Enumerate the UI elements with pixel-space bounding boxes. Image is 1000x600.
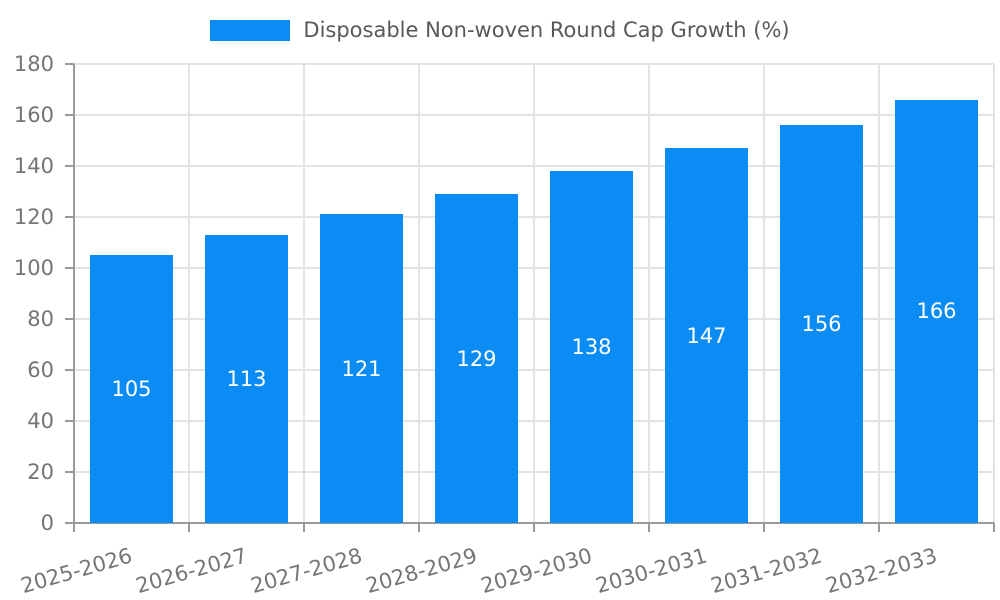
gridline-v (303, 64, 305, 523)
y-tick-label: 120 (13, 205, 54, 229)
y-tick-label: 100 (13, 256, 54, 280)
y-tick-label: 0 (40, 511, 54, 535)
x-tick (418, 523, 420, 532)
gridline-v (648, 64, 650, 523)
gridline-v (763, 64, 765, 523)
y-tick (65, 318, 74, 320)
bar-value-label: 121 (341, 356, 382, 381)
x-tick-label: 2025-2026 (18, 543, 135, 599)
bar (90, 255, 173, 523)
y-tick (65, 369, 74, 371)
gridline-v (533, 64, 535, 523)
y-tick-label: 180 (13, 52, 54, 76)
y-tick (65, 165, 74, 167)
bar (780, 125, 863, 523)
gridline-v (188, 64, 190, 523)
x-tick (878, 523, 880, 532)
x-tick-label: 2028-2029 (363, 543, 480, 599)
bar (550, 171, 633, 523)
y-tick (65, 522, 74, 524)
bar (435, 194, 518, 523)
bar (665, 148, 748, 523)
x-tick-label: 2032-2033 (823, 543, 940, 599)
bar (895, 99, 978, 523)
legend-label[interactable]: Disposable Non-woven Round Cap Growth (%… (303, 18, 790, 42)
bar-value-label: 156 (801, 312, 842, 337)
y-tick (65, 420, 74, 422)
x-tick (993, 523, 995, 532)
y-tick-label: 80 (27, 307, 54, 331)
y-tick-label: 60 (27, 358, 54, 382)
legend[interactable]: Disposable Non-woven Round Cap Growth (%… (0, 16, 1000, 44)
bar-value-label: 113 (226, 366, 267, 391)
y-tick (65, 267, 74, 269)
x-tick (763, 523, 765, 532)
x-axis-line (74, 522, 994, 524)
bar-value-label: 147 (686, 323, 727, 348)
y-axis-line (73, 64, 75, 532)
x-tick-label: 2027-2028 (248, 543, 365, 599)
y-tick (65, 114, 74, 116)
bar-value-label: 166 (916, 299, 957, 324)
y-tick-label: 40 (27, 409, 54, 433)
x-tick-label: 2030-2031 (593, 543, 710, 599)
bar (205, 234, 288, 523)
x-tick (533, 523, 535, 532)
x-tick (303, 523, 305, 532)
x-tick-label: 2031-2032 (708, 543, 825, 599)
bar-value-label: 138 (571, 335, 612, 360)
x-tick-label: 2026-2027 (133, 543, 250, 599)
gridline-v (878, 64, 880, 523)
gridline-v (993, 64, 995, 523)
y-tick (65, 471, 74, 473)
bar-value-label: 129 (456, 346, 497, 371)
bar-value-label: 105 (111, 377, 152, 402)
y-tick (65, 216, 74, 218)
x-tick (648, 523, 650, 532)
y-tick-label: 20 (27, 460, 54, 484)
x-tick-label: 2029-2030 (478, 543, 595, 599)
legend-swatch[interactable] (210, 19, 291, 41)
y-tick-label: 140 (13, 154, 54, 178)
bar (320, 214, 403, 523)
y-tick-label: 160 (13, 103, 54, 127)
gridline-v (418, 64, 420, 523)
x-tick (188, 523, 190, 532)
y-tick (65, 63, 74, 65)
